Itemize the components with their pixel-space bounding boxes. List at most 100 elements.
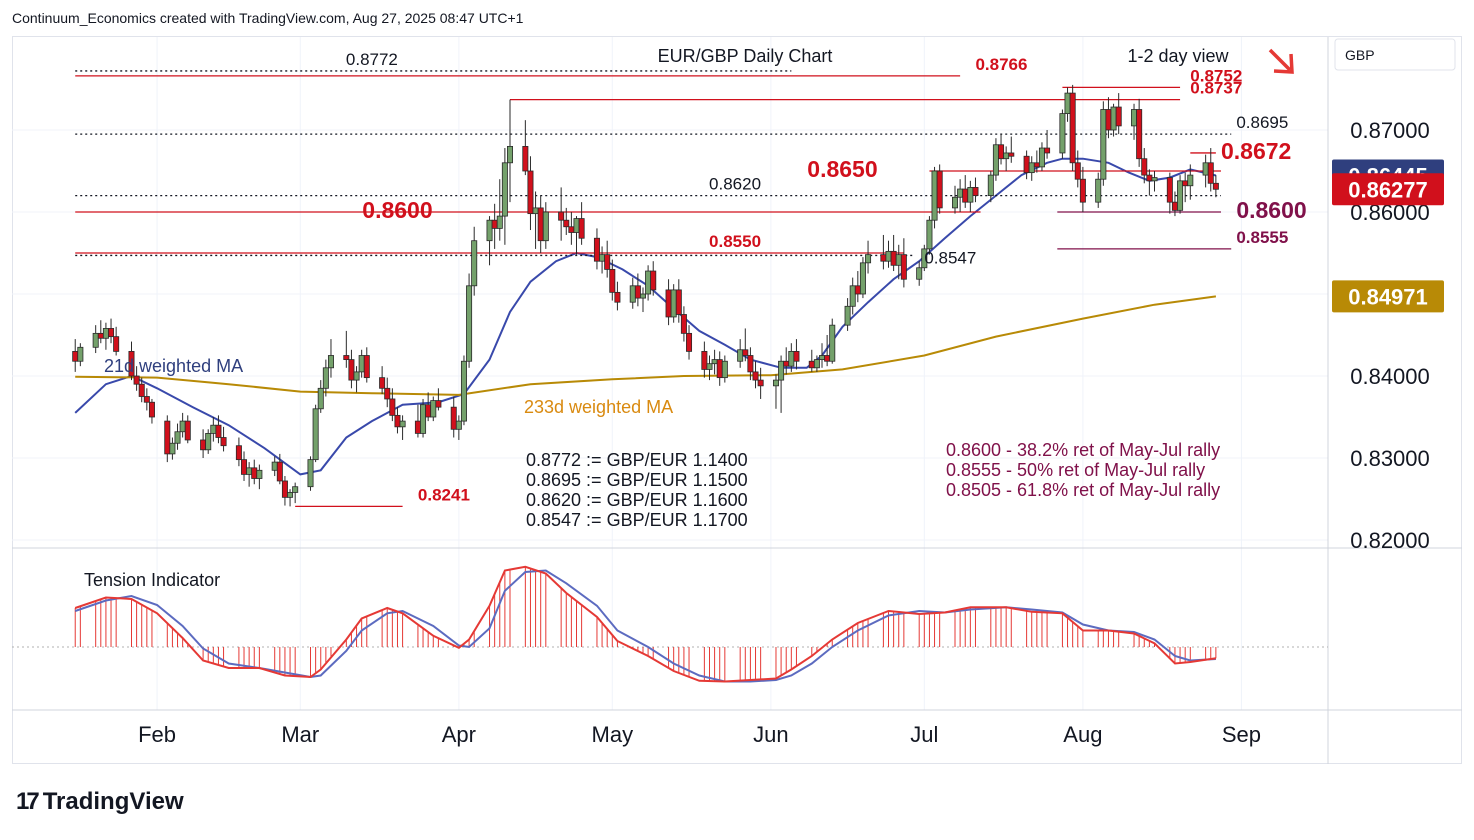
level-label: 0.8650 [807,156,877,182]
candle-body [609,268,616,293]
chart-frame[interactable] [12,36,1462,764]
candle-body [890,250,897,266]
candle-body [829,324,836,362]
candle-body [757,379,764,387]
candle-body [281,480,288,498]
candle-body [593,237,600,262]
candle-body [1100,109,1107,180]
price-badge-label: 0.86277 [1348,177,1428,202]
retracement-note: 0.8600 - 38.2% ret of May-Jul rally [946,440,1220,460]
candle-body [1105,109,1112,131]
level-label: 0.8737 [1190,79,1242,98]
candle-body [716,359,723,379]
candle-body [952,196,959,209]
candle-body [466,285,473,362]
candle-body [246,467,253,475]
candle-body [900,254,907,280]
candle-body [491,219,498,229]
candle-body [235,445,242,461]
level-label: 0.8600 [1236,197,1306,223]
candle-body [179,420,186,433]
candle-body [532,207,539,215]
candle-body [1171,201,1178,211]
candle-body [292,486,299,493]
date-tick-label: Sep [1222,722,1261,747]
level-label: 0.8600 [362,197,432,223]
candle-body [1110,106,1117,131]
candle-body [128,350,135,377]
candle-body [747,355,754,373]
candle-body [558,211,565,221]
candle-body [394,414,401,428]
candle-body [486,219,493,242]
candle-body [957,188,964,198]
candle-body [97,332,104,339]
candle-body [1074,162,1081,180]
candle-body [634,285,641,299]
candle-body [220,437,227,447]
date-tick-label: Jun [753,722,788,747]
level-label: 0.8766 [975,55,1027,74]
level-label: 0.8241 [418,485,470,504]
date-tick-label: Aug [1063,722,1102,747]
candle-body [1182,180,1189,187]
price-tick-label: 0.83000 [1350,446,1430,471]
candle-body [931,170,938,221]
candle-body [563,219,570,228]
ma233-line [75,295,1217,396]
chart-title: EUR/GBP Daily Chart [658,46,833,66]
brand-name: TradingView [42,788,184,815]
candle-body [148,401,155,418]
candle-body [1115,106,1122,127]
candle-body [859,262,866,295]
candle-body [808,360,815,369]
tension-label: Tension Indicator [84,570,220,590]
candle-body [737,349,744,362]
candle-body [430,400,437,418]
candle-body [358,355,365,373]
date-tick-label: Jul [910,722,938,747]
date-tick-label: Mar [281,722,319,747]
price-tick-label: 0.87000 [1350,118,1430,143]
candle-body [987,174,994,197]
date-tick-label: Feb [138,722,176,747]
candle-body [241,459,248,475]
candle-body [108,328,115,338]
tradingview-logo-icon: 17 [16,788,40,815]
candle-body [169,442,176,455]
candle-body [665,289,672,318]
brand[interactable]: 17 TradingView [16,788,184,816]
candle-body [895,254,902,266]
candle-body [1136,109,1143,160]
candle-body [317,387,324,410]
candle-body [133,375,140,385]
candle-body [379,377,386,389]
candle-body [819,355,826,360]
candle-body [522,145,529,172]
candle-body [793,350,800,362]
candle-body [1212,182,1219,190]
candle-body [967,186,974,203]
candle-body [599,254,606,262]
candle-body [414,420,421,434]
candle-body [1177,180,1184,211]
candle-body [210,424,217,434]
candle-body [568,226,575,233]
candle-body [92,332,99,348]
candle-body [455,420,462,430]
candle-body [542,211,549,242]
currency-box [1334,38,1456,71]
ma233-label: 233d weighted MA [524,397,673,417]
candle-body [343,355,350,360]
level-label: 0.8772 [346,50,398,69]
level-label: 0.8620 [709,175,761,194]
candle-body [885,250,892,262]
candle-body [1008,152,1015,157]
candle-body [1151,177,1158,182]
candle-body [215,424,222,438]
candle-body [1202,162,1209,176]
candle-body [307,459,314,488]
ma21-line [74,157,1217,476]
price-badge [1332,173,1444,206]
